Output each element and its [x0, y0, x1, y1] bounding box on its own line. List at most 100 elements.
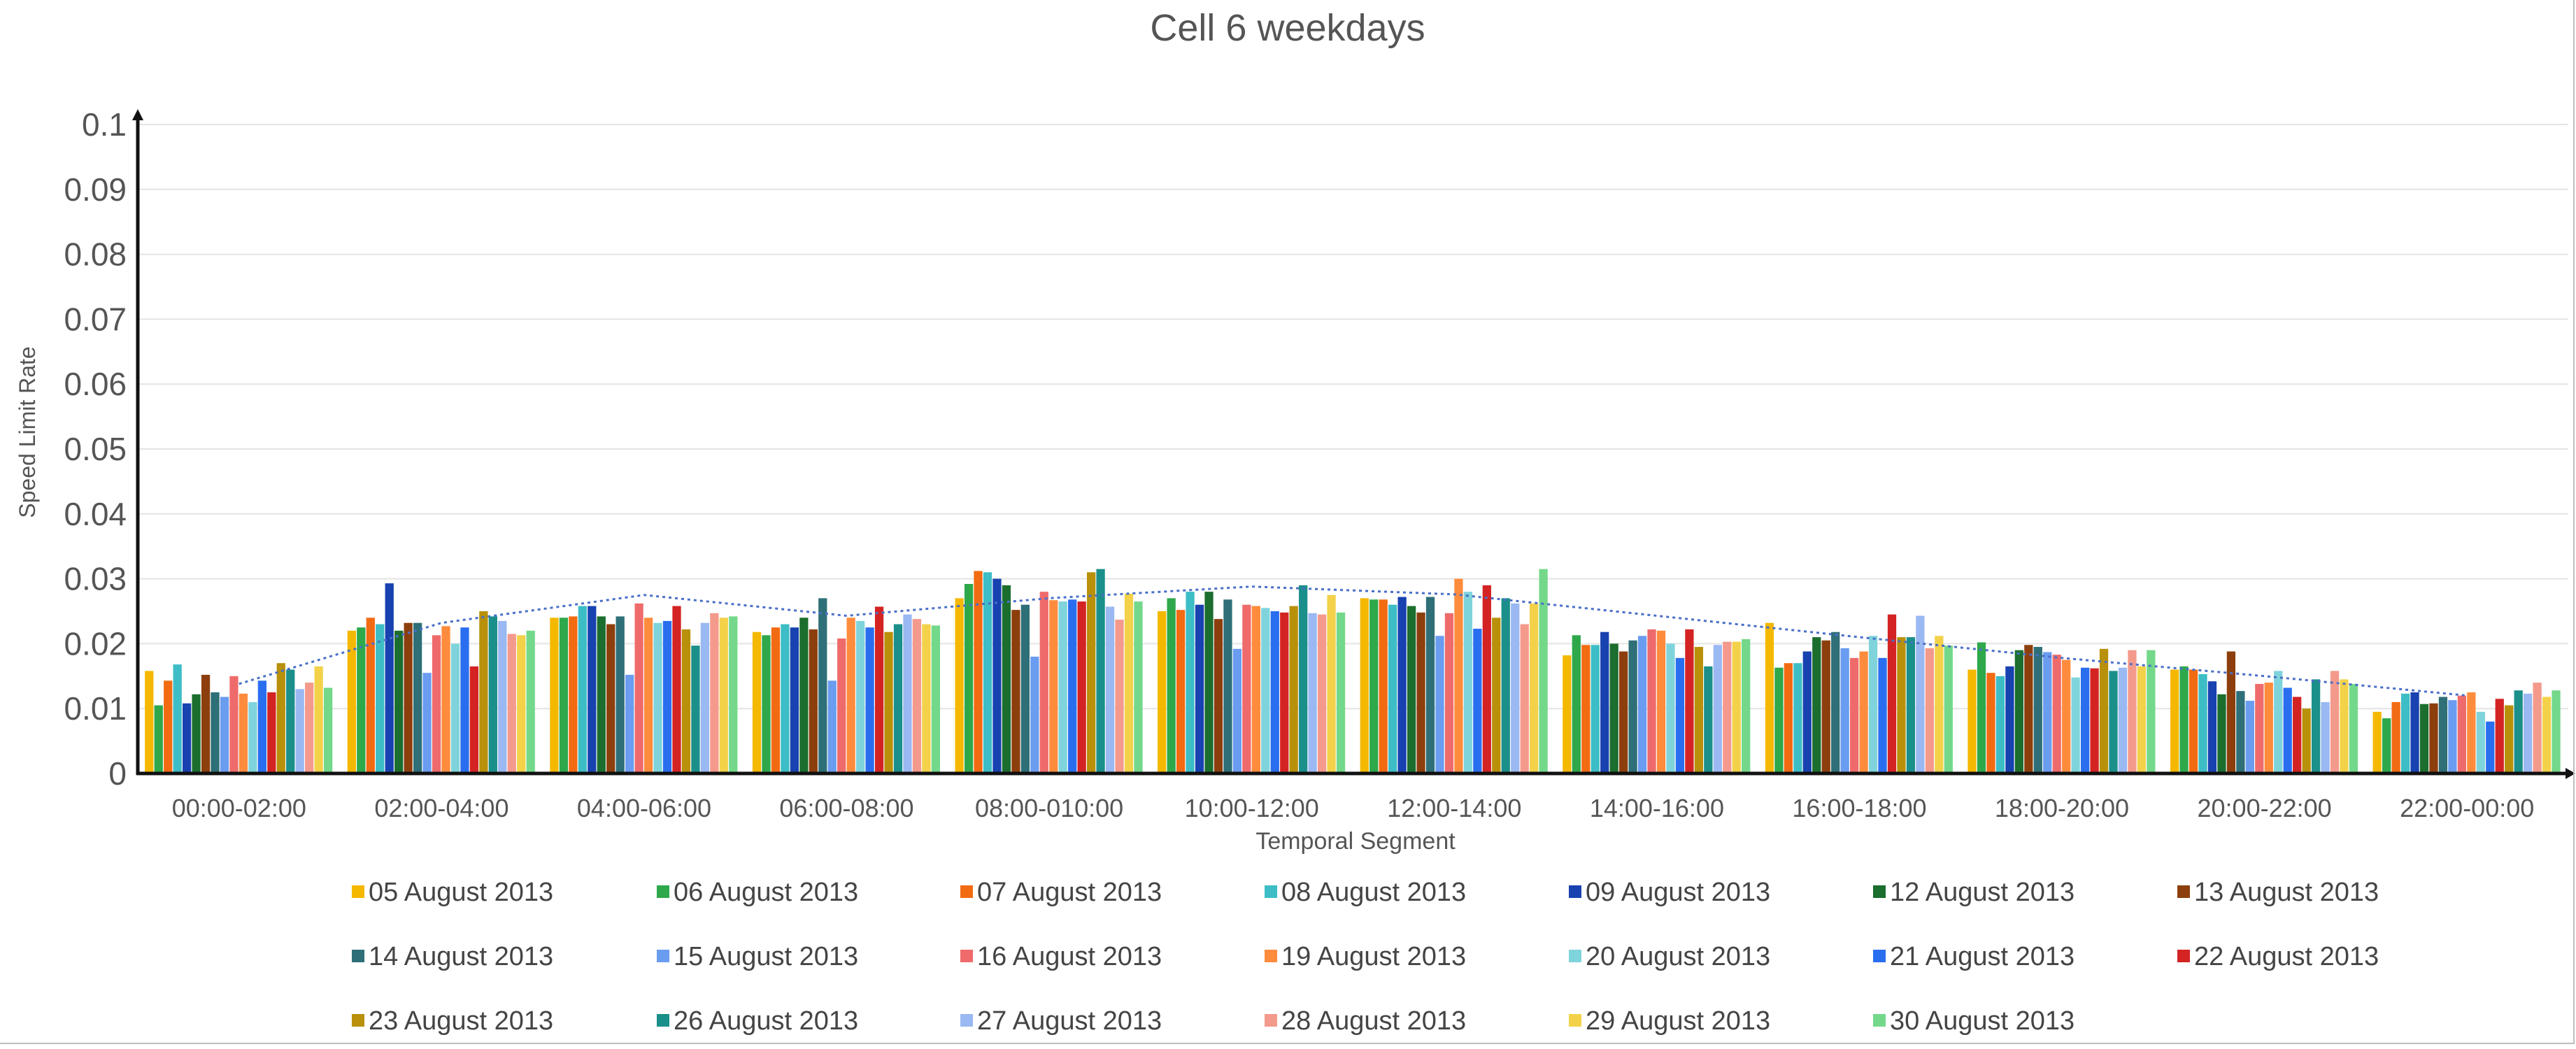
x-tick-label: 00:00-02:00 — [172, 794, 306, 822]
bar — [1270, 611, 1279, 773]
bar — [1416, 612, 1425, 773]
bar — [2457, 695, 2467, 773]
bar — [597, 616, 606, 773]
y-tick-label: 0.03 — [64, 561, 127, 597]
x-tick-label: 08:00-010:00 — [975, 794, 1123, 822]
bar — [1086, 572, 1096, 773]
trendline — [239, 585, 2468, 697]
y-tick-label: 0.02 — [64, 625, 127, 662]
bar — [781, 624, 790, 773]
bar — [615, 616, 625, 773]
bar — [827, 680, 837, 773]
bar — [394, 630, 404, 773]
bar — [912, 619, 922, 773]
bar — [2226, 651, 2236, 773]
bar — [874, 606, 884, 773]
legend-label: 21 August 2013 — [1890, 942, 2075, 971]
bar — [903, 614, 912, 773]
bar — [1765, 622, 1774, 773]
legend-swatch — [352, 950, 364, 962]
bar — [1784, 663, 1793, 773]
bar — [385, 583, 394, 773]
x-tick-labels: 00:00-02:00 02:00-04:00 04:00-06:00 06:00-0… — [172, 794, 2535, 822]
bar — [323, 687, 333, 773]
bar — [1723, 641, 1732, 773]
bar — [1511, 603, 1520, 773]
bar — [1407, 606, 1416, 773]
bar — [1656, 630, 1666, 773]
bar — [762, 635, 771, 773]
bar — [2014, 650, 2023, 773]
bar — [2236, 691, 2245, 773]
legend-swatch — [352, 885, 364, 898]
bar — [1967, 669, 1977, 773]
bar — [1242, 604, 1251, 773]
bar — [662, 620, 672, 773]
bar — [578, 606, 587, 773]
legend-label: 09 August 2013 — [1586, 878, 1770, 907]
bar — [2476, 711, 2485, 773]
bar — [2128, 650, 2137, 773]
legend-swatch — [657, 1014, 669, 1027]
bar — [1379, 599, 1388, 773]
bar — [1336, 612, 1346, 773]
bar — [1299, 585, 1308, 773]
bar — [276, 663, 285, 773]
legend-swatch — [1265, 1014, 1277, 1027]
axes-group — [132, 109, 2575, 779]
legend-label: 06 August 2013 — [674, 878, 858, 907]
bar — [719, 618, 728, 773]
bar — [752, 631, 762, 773]
bar — [1030, 656, 1039, 773]
bar — [1628, 640, 1637, 773]
bar — [2505, 705, 2514, 773]
bar — [1232, 648, 1242, 773]
bar — [2033, 647, 2042, 773]
bar — [1977, 642, 1986, 773]
bar — [771, 627, 781, 773]
bar — [164, 680, 173, 773]
bar — [1167, 598, 1176, 773]
bar — [964, 584, 974, 773]
legend-label: 20 August 2013 — [1586, 942, 1770, 971]
bar — [2198, 674, 2207, 773]
bar — [1435, 636, 1444, 773]
legend-label: 13 August 2013 — [2194, 878, 2379, 907]
bar — [992, 578, 1002, 773]
bar — [1096, 569, 1105, 773]
bar — [2052, 655, 2061, 773]
legend-swatch — [1873, 950, 1886, 962]
bar — [1637, 636, 1647, 773]
bar — [569, 616, 578, 773]
bar — [2391, 701, 2400, 773]
bar — [192, 694, 201, 773]
bar — [2189, 669, 2198, 773]
bar — [173, 664, 182, 773]
bar — [2410, 692, 2419, 773]
bar — [2099, 648, 2109, 773]
legend-swatch — [1569, 1014, 1581, 1027]
bar — [1647, 629, 1656, 773]
bar — [2255, 683, 2264, 773]
legend-swatch — [352, 1014, 364, 1027]
legend-label: 15 August 2013 — [674, 942, 858, 971]
legend-swatch — [2177, 950, 2190, 962]
bar — [2330, 671, 2340, 773]
bar — [498, 620, 507, 773]
bar — [2311, 679, 2321, 773]
bar — [239, 693, 248, 773]
bar — [2264, 683, 2273, 773]
legend-swatch — [960, 885, 973, 898]
x-tick-label: 10:00-12:00 — [1185, 794, 1319, 822]
bar — [1397, 597, 1407, 773]
bar — [2486, 721, 2495, 773]
bar — [1840, 648, 1849, 773]
legend-label: 22 August 2013 — [2194, 942, 2379, 971]
bar — [1425, 597, 1435, 773]
bar — [1925, 648, 1934, 773]
bar — [893, 624, 903, 773]
y-tick-label: 0.04 — [64, 496, 127, 532]
bar — [1501, 598, 1510, 773]
bar — [220, 697, 229, 773]
